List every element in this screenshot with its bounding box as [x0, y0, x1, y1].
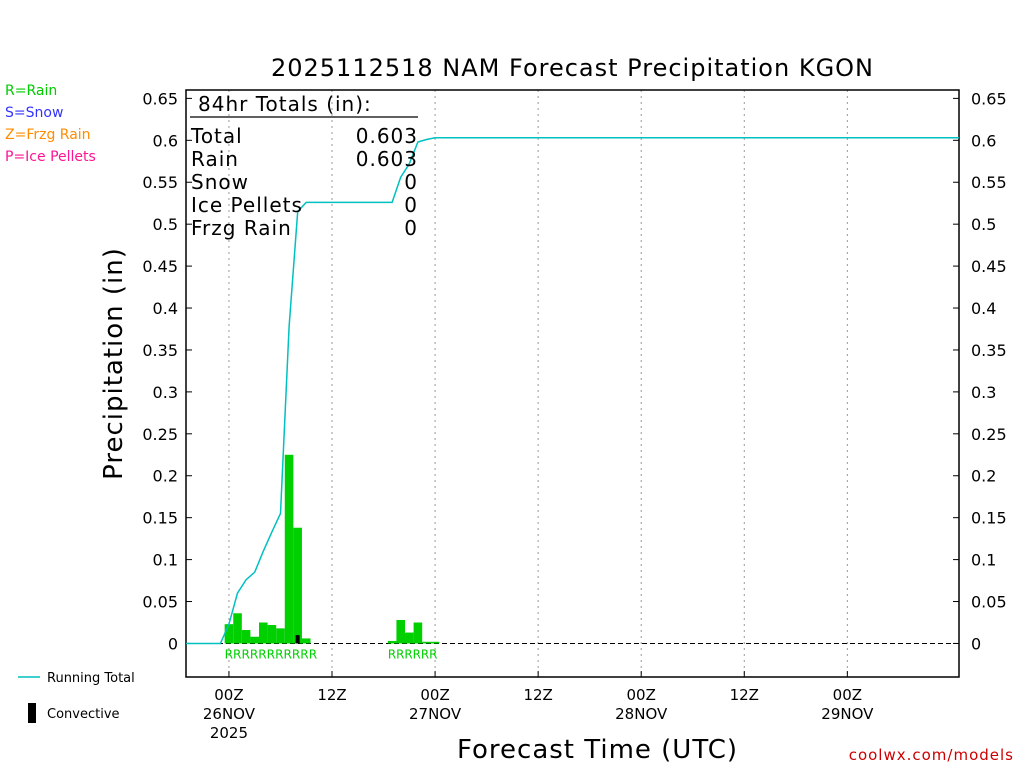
y-tick-label-right: 0.5	[971, 215, 996, 234]
y-tick-label-left: 0.6	[153, 131, 178, 150]
y-tick-label-right: 0.2	[971, 467, 996, 486]
totals-row-value: 0	[404, 170, 418, 194]
y-tick-label-right: 0.35	[971, 341, 1007, 360]
y-tick-label-left: 0.4	[153, 299, 178, 318]
legend-rain: R=Rain	[5, 83, 58, 99]
precip-bar	[293, 527, 302, 644]
totals-row-label: Frzg Rain	[191, 216, 292, 240]
precip-bar	[422, 641, 431, 644]
credit-text: coolwx.com/models	[848, 746, 1014, 764]
totals-heading: 84hr Totals (in):	[198, 92, 372, 116]
x-tick-label: 00Z	[214, 686, 243, 704]
ptype-legend: R=Rain S=Snow Z=Frzg Rain P=Ice Pellets	[5, 80, 96, 168]
x-tick-label: 26NOV	[203, 705, 256, 723]
y-tick-label-left: 0.05	[142, 593, 178, 612]
y-tick-label-right: 0.05	[971, 593, 1007, 612]
totals-row-label: Total	[190, 124, 243, 148]
x-tick-label: 28NOV	[615, 705, 668, 723]
convective-bar	[295, 635, 300, 644]
precip-bar	[396, 619, 406, 644]
precip-bar	[259, 622, 268, 644]
x-tick-label: 12Z	[523, 686, 552, 704]
totals-row-label: Snow	[191, 170, 249, 194]
y-axis-label: Precipitation (in)	[99, 247, 129, 480]
legend-convective-label: Convective	[47, 707, 120, 722]
running-total-line	[186, 137, 959, 645]
y-tick-label-right: 0.55	[971, 173, 1007, 192]
y-tick-label-left: 0.55	[142, 173, 178, 192]
precip-bar	[233, 613, 242, 644]
precip-bar	[413, 622, 423, 644]
totals-row-value: 0.603	[356, 124, 418, 148]
x-tick-label: 12Z	[317, 686, 346, 704]
legend-convective-swatch	[28, 703, 36, 723]
y-tick-label-left: 0.25	[142, 425, 178, 444]
y-tick-label-right: 0.65	[971, 89, 1007, 108]
x-tick-label: 00Z	[627, 686, 656, 704]
precip-bar	[430, 641, 440, 644]
y-tick-label-left: 0.65	[142, 89, 178, 108]
x-axis-label: Forecast Time (UTC)	[457, 735, 738, 765]
y-tick-label-right: 0.15	[971, 509, 1007, 528]
x-tick-label: 00Z	[833, 686, 862, 704]
x-tick-label: 2025	[210, 724, 248, 742]
precip-bar	[241, 630, 251, 644]
ptype-label: RRRRRRRRRRR	[225, 647, 317, 661]
y-tick-label-right: 0	[971, 634, 981, 653]
y-tick-label-right: 0.6	[971, 131, 996, 150]
x-tick-label: 27NOV	[409, 705, 462, 723]
precip-bar	[267, 625, 277, 644]
legend-snow: S=Snow	[5, 105, 64, 121]
precip-bar	[224, 624, 234, 644]
y-tick-label-right: 0.4	[971, 299, 996, 318]
totals-row-value: 0.603	[356, 147, 418, 171]
precip-bar	[250, 636, 260, 644]
x-tick-label: 12Z	[730, 686, 759, 704]
totals-row-value: 0	[404, 193, 418, 217]
x-tick-label: 00Z	[420, 686, 449, 704]
y-tick-label-right: 0.1	[971, 551, 996, 570]
y-tick-label-right: 0.25	[971, 425, 1007, 444]
legend-ice-pellets: P=Ice Pellets	[5, 149, 96, 165]
totals-row-label: Rain	[191, 147, 239, 171]
totals-row-label: Ice Pellets	[191, 193, 303, 217]
y-tick-label-left: 0.45	[142, 257, 178, 276]
precip-bar	[276, 628, 285, 644]
chart-title: 2025112518 NAM Forecast Precipitation KG…	[271, 54, 874, 82]
y-tick-label-left: 0.1	[153, 551, 178, 570]
precip-bar	[405, 632, 414, 644]
plot-frame	[185, 89, 960, 678]
legend-frzg-rain: Z=Frzg Rain	[5, 127, 91, 143]
y-tick-label-left: 0.5	[153, 215, 178, 234]
y-tick-label-left: 0.15	[142, 509, 178, 528]
legend-running-total-label: Running Total	[47, 671, 135, 686]
y-tick-label-left: 0.2	[153, 467, 178, 486]
y-tick-label-right: 0.3	[971, 383, 996, 402]
precip-bar	[301, 638, 311, 644]
x-tick-label: 29NOV	[821, 705, 874, 723]
precip-bar	[387, 640, 397, 644]
ptype-label: RRRRRR	[388, 647, 438, 661]
y-tick-label-left: 0.35	[142, 341, 178, 360]
y-tick-label-left: 0	[168, 634, 178, 653]
totals-row-value: 0	[404, 216, 418, 240]
y-tick-label-left: 0.3	[153, 383, 178, 402]
precip-bar	[284, 454, 294, 644]
y-tick-label-right: 0.45	[971, 257, 1007, 276]
